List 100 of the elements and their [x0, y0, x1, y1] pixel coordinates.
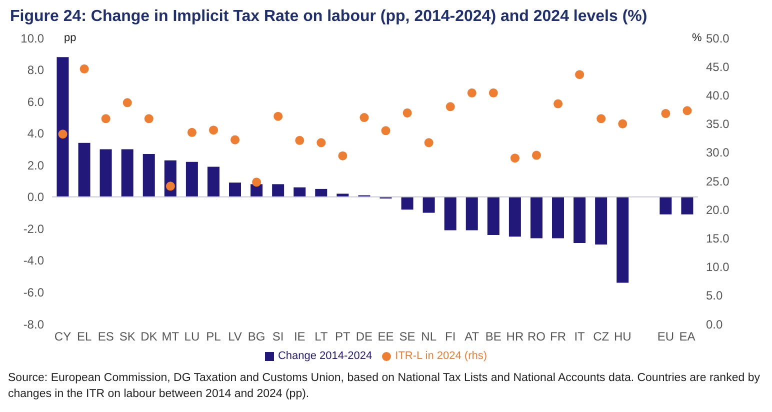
x-tick-label: EU [657, 330, 674, 344]
point [252, 178, 262, 187]
bar [294, 187, 306, 197]
y-axis-title: pp [64, 32, 76, 44]
legend-label: ITR-L in 2024 (rhs) [395, 350, 488, 362]
x-tick-label: IE [294, 330, 306, 344]
x-tick-label: PT [335, 330, 352, 344]
point [488, 88, 498, 98]
bar [552, 196, 564, 238]
point [208, 126, 218, 135]
y-tick-label: 4.0 [27, 126, 44, 141]
y-tick-label: 8.0 [27, 63, 44, 78]
point [402, 108, 412, 118]
x-tick-label: NL [421, 330, 437, 344]
x-tick-label: BG [248, 330, 266, 344]
x-tick-label: LU [184, 330, 200, 344]
point [446, 102, 455, 112]
x-tick-label: HU [614, 330, 632, 344]
x-tick-label: AT [464, 330, 480, 344]
point [58, 130, 68, 139]
point [122, 98, 132, 108]
bar [207, 166, 220, 197]
source-note: Source: European Commission, DG Taxation and Customs Union, based on National Tax Lists and National Accounts data. Countries are ranked by changes in the ITR on labour between 2014 and 2024 (pp). [8, 371, 761, 402]
point [144, 114, 154, 124]
bar [56, 57, 69, 197]
x-tick-label: CZ [593, 330, 610, 344]
y-tick-label: 10.0 [20, 31, 44, 46]
y2-tick-label: 35.0 [706, 117, 730, 132]
point [360, 113, 369, 122]
y-tick-label: -2.0 [23, 222, 44, 236]
x-tick-label: CY [54, 330, 72, 344]
x-tick-label: LT [314, 330, 328, 344]
y2-tick-label: 10.0 [706, 260, 730, 274]
x-tick-label: EA [679, 330, 696, 344]
chart-title: Figure 24: Change in Implicit Tax Rate on labour (pp, 2014-2024) and 2024 levels (%) [10, 8, 648, 26]
bar [616, 196, 629, 283]
bar [422, 196, 435, 213]
y2-tick-label: 25.0 [706, 174, 730, 188]
y-tick-label: 0.0 [27, 190, 44, 204]
point [187, 128, 196, 137]
point [80, 64, 89, 74]
y-tick-label: 6.0 [27, 94, 44, 109]
x-tick-label: FI [445, 330, 456, 344]
point [166, 182, 175, 191]
x-tick-label: IT [574, 330, 586, 344]
legend-label: Change 2014-2024 [278, 350, 372, 362]
point [467, 88, 476, 98]
x-tick-label: RO [528, 330, 546, 344]
bar [487, 196, 500, 236]
y-tick-label: -4.0 [23, 254, 44, 268]
x-tick-label: SE [399, 330, 416, 344]
y-tick-label: -6.0 [23, 285, 44, 300]
y2-tick-label: 20.0 [706, 202, 730, 217]
bar [681, 196, 694, 214]
bar [229, 182, 242, 197]
bar [574, 196, 586, 243]
x-tick-label: ES [98, 330, 114, 344]
bar [466, 196, 478, 230]
x-tick-label: SI [272, 330, 284, 344]
y-tick-label: -8.0 [23, 317, 44, 332]
x-tick-label: EE [378, 330, 394, 344]
y2-tick-label: 5.0 [706, 288, 724, 303]
point [618, 119, 628, 128]
x-tick-label: DK [140, 330, 158, 344]
point [381, 126, 390, 136]
bar [595, 196, 608, 245]
y2-axis-title: % [692, 32, 702, 44]
point [316, 138, 326, 148]
bar [444, 196, 456, 230]
x-tick-label: EL [76, 330, 92, 344]
y2-tick-label: 50.0 [706, 31, 730, 46]
x-tick-label: SK [119, 330, 136, 344]
point [661, 109, 670, 118]
y2-tick-label: 45.0 [706, 60, 730, 74]
bar [142, 154, 155, 197]
bar [530, 196, 542, 238]
bar [401, 196, 414, 210]
point [424, 138, 434, 148]
point [554, 99, 563, 108]
y2-tick-label: 15.0 [706, 231, 730, 246]
point [101, 114, 110, 124]
point [510, 154, 520, 163]
x-tick-label: DE [356, 330, 373, 344]
bar [272, 184, 284, 197]
point [230, 135, 240, 144]
point [596, 114, 606, 124]
point [682, 106, 692, 116]
x-tick-label: MT [162, 330, 180, 344]
point [338, 151, 348, 160]
bar [660, 196, 672, 214]
y-tick-label: 2.0 [27, 158, 44, 172]
y2-tick-label: 40.0 [706, 88, 730, 102]
x-tick-label: FR [550, 330, 566, 344]
bar [508, 196, 521, 237]
point [575, 70, 584, 80]
y2-tick-label: 30.0 [706, 146, 730, 160]
point [274, 112, 283, 121]
bar [186, 162, 198, 197]
y2-tick-label: 0.0 [706, 317, 724, 332]
x-tick-label: LV [228, 330, 242, 344]
